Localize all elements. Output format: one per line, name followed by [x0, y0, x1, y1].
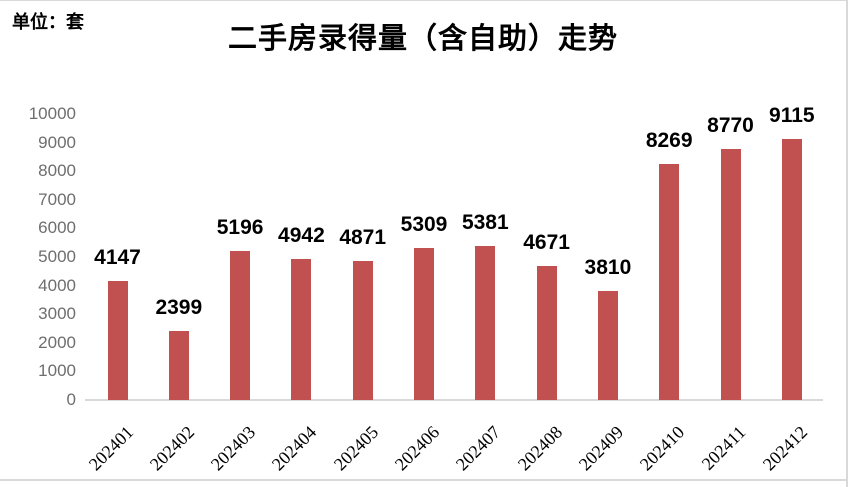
bar-value-label: 5196 [216, 216, 264, 240]
bar-202404 [291, 258, 312, 400]
bar-value-label: 4147 [94, 246, 141, 270]
y-axis-tick-label: 9000 [38, 132, 76, 152]
x-axis-tick-label: 202412 [758, 422, 811, 475]
x-axis-tick-label: 202401 [84, 422, 137, 475]
x-axis-tick-label: 202406 [390, 422, 444, 475]
bar-value-label: 8770 [707, 114, 754, 138]
bar-value-label: 4942 [278, 223, 325, 247]
x-axis-tick-label: 202409 [574, 422, 628, 475]
unit-label: 单位：套 [12, 12, 84, 32]
x-axis-tick-label: 202407 [452, 422, 505, 475]
x-axis-tick-label: 202404 [268, 422, 321, 475]
bar-202406 [414, 248, 434, 400]
x-axis-tick-label: 202411 [697, 422, 750, 474]
y-axis-tick-label: 8000 [38, 161, 76, 181]
bar-202412 [781, 139, 802, 400]
x-axis-tick-label: 202402 [145, 422, 198, 475]
bar-202408 [536, 266, 557, 400]
bar-value-label: 4671 [523, 231, 570, 255]
bar-202403 [230, 251, 251, 400]
y-axis-tick-label: 3000 [38, 304, 76, 324]
bar-value-label: 8269 [645, 128, 693, 152]
bar-value-label: 5381 [461, 211, 509, 235]
y-axis-tick-label: 4000 [38, 275, 76, 295]
x-axis-tick-label: 202403 [206, 422, 260, 475]
bar-202402 [168, 331, 189, 400]
bottom-divider [0, 479, 846, 481]
x-axis-tick-label: 202410 [636, 422, 689, 475]
bar-202411 [720, 149, 741, 400]
bar-202407 [475, 246, 496, 400]
bar-202410 [659, 163, 680, 400]
chart-title: 二手房录得量（含自助）走势 [227, 23, 618, 55]
bar-202405 [352, 260, 373, 400]
y-axis-tick-label: 1000 [38, 361, 76, 381]
bar-value-label: 9115 [769, 104, 815, 128]
x-axis-tick-label: 202408 [513, 422, 566, 475]
y-axis-tick-label: 7000 [38, 189, 76, 209]
y-axis-tick-label: 5000 [38, 247, 76, 266]
bar-202401 [107, 281, 128, 400]
x-axis-tick-label: 202405 [329, 422, 382, 475]
y-axis-tick-label: 2000 [38, 332, 76, 352]
y-axis-tick-label: 6000 [38, 218, 76, 238]
y-axis-tick-label: 0 [66, 390, 76, 409]
bar-value-label: 3810 [584, 256, 632, 280]
bar-value-label: 2399 [155, 296, 203, 320]
y-axis-tick-label: 10000 [28, 104, 76, 123]
bar-value-label: 4871 [339, 225, 387, 249]
bar-value-label: 5309 [400, 213, 448, 237]
bar-202409 [597, 291, 618, 400]
x-axis-line [85, 399, 823, 401]
